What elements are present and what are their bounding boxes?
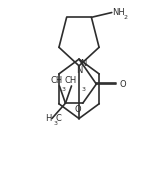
Text: N: N — [76, 66, 82, 75]
Text: 3: 3 — [54, 121, 58, 126]
Text: C: C — [55, 114, 61, 123]
Text: O: O — [120, 80, 126, 89]
Text: H: H — [45, 114, 51, 123]
Text: 2: 2 — [123, 15, 127, 20]
Text: CH: CH — [50, 76, 63, 85]
Text: NH: NH — [112, 8, 125, 17]
Text: 3: 3 — [82, 87, 86, 92]
Text: N: N — [80, 59, 86, 68]
Text: 3: 3 — [61, 87, 65, 92]
Text: CH: CH — [65, 76, 77, 85]
Text: O: O — [75, 105, 81, 114]
